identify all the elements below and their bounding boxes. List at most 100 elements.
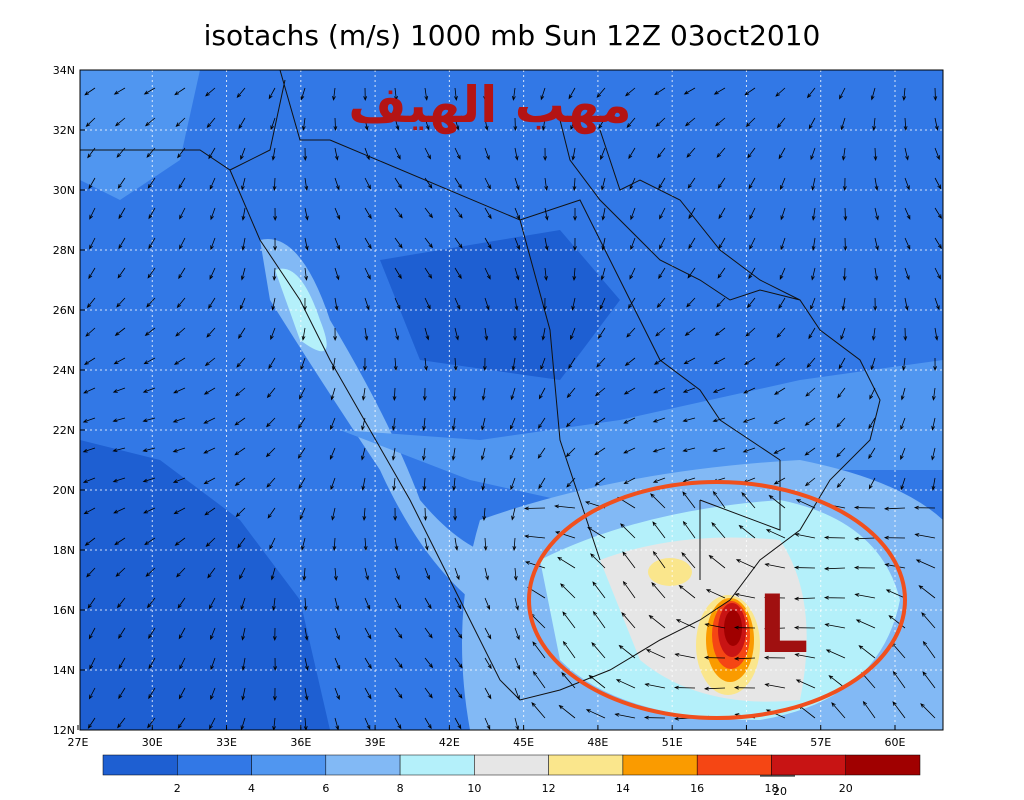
- wind-arrow: [172, 477, 186, 483]
- wind-arrow: [773, 417, 786, 424]
- wind-arrow: [514, 297, 519, 311]
- wind-arrow: [598, 117, 606, 130]
- wind-arrow: [394, 537, 399, 551]
- wind-arrow: [682, 387, 696, 393]
- wind-arrow: [742, 417, 756, 423]
- wind-arrow: [764, 683, 786, 689]
- wind-arrow: [112, 417, 126, 423]
- wind-arrow: [82, 447, 96, 453]
- colorbar-swatch: [325, 754, 401, 776]
- wind-arrow: [268, 357, 276, 370]
- wind-arrow: [573, 237, 577, 252]
- wind-arrow: [391, 417, 396, 431]
- wind-arrow: [424, 237, 433, 249]
- wind-arrow: [592, 610, 606, 629]
- wind-arrow: [424, 657, 434, 669]
- wind-arrow: [454, 597, 462, 610]
- wind-arrow: [711, 522, 726, 539]
- map-frame: [79, 69, 944, 731]
- wind-arrow: [703, 686, 726, 691]
- wind-arrow: [203, 387, 216, 395]
- wind-arrow: [597, 327, 606, 339]
- wind-arrow: [364, 117, 369, 131]
- wind-arrow: [363, 87, 368, 102]
- wind-arrow: [272, 177, 277, 192]
- wind-arrow: [541, 117, 546, 131]
- wind-arrow: [883, 535, 906, 540]
- wind-arrow: [840, 117, 846, 131]
- wind-arrow: [514, 237, 520, 251]
- wind-arrow: [142, 447, 156, 452]
- wind-arrow: [716, 297, 726, 308]
- wind-arrow: [840, 327, 846, 341]
- wind-arrow: [615, 679, 636, 689]
- wind-arrow: [842, 267, 847, 282]
- y-tick-label: 12N: [53, 724, 75, 737]
- wind-arrow: [300, 357, 306, 371]
- colorbar-swatch: [771, 754, 846, 776]
- wind-arrow: [824, 623, 846, 629]
- wind-arrow: [394, 237, 403, 249]
- wind-arrow: [514, 267, 520, 281]
- wind-arrow: [793, 565, 816, 570]
- colorbar-label: 20: [839, 782, 853, 795]
- wind-arrow: [118, 627, 126, 640]
- wind-arrow: [482, 357, 487, 372]
- wind-arrow: [650, 493, 666, 509]
- wind-arrow: [116, 597, 126, 609]
- wind-arrow: [454, 117, 460, 131]
- wind-arrow: [89, 657, 96, 670]
- wind-arrow: [922, 640, 936, 659]
- wind-arrow: [484, 597, 491, 611]
- wind-arrow: [934, 147, 940, 161]
- wind-arrow: [614, 712, 636, 719]
- wind-arrow: [210, 207, 216, 221]
- wind-arrow: [267, 507, 276, 519]
- wind-arrow: [364, 717, 371, 730]
- wind-arrow: [836, 417, 846, 428]
- wind-arrow: [869, 387, 876, 400]
- wind-arrow: [115, 117, 126, 127]
- wind-arrow: [266, 387, 276, 399]
- wind-arrow: [566, 387, 576, 399]
- wind-arrow: [601, 177, 606, 191]
- wind-arrow: [808, 117, 816, 130]
- wind-arrow: [424, 537, 429, 551]
- wind-arrow: [596, 87, 606, 98]
- wind-arrow: [934, 117, 939, 131]
- wind-arrow: [683, 87, 696, 95]
- wind-arrow: [240, 267, 246, 281]
- y-tick-label: 30N: [53, 184, 75, 197]
- wind-arrow: [334, 627, 340, 641]
- y-tick-label: 22N: [53, 424, 75, 437]
- wind-arrow: [424, 687, 433, 699]
- wind-arrow: [364, 627, 372, 640]
- wind-arrow: [537, 417, 546, 429]
- wind-arrow: [454, 657, 463, 669]
- wind-arrow: [823, 566, 846, 571]
- wind-arrow: [484, 177, 491, 190]
- wind-arrow: [299, 387, 306, 400]
- wind-arrow: [934, 207, 942, 220]
- wind-arrow: [572, 267, 577, 281]
- wind-arrow: [531, 702, 546, 719]
- wind-arrow: [904, 207, 911, 220]
- wind-arrow: [904, 297, 909, 311]
- y-tick-label: 16N: [53, 604, 75, 617]
- wind-arrow: [300, 87, 306, 101]
- wind-arrow: [658, 177, 666, 190]
- wind-arrow: [775, 357, 786, 367]
- wind-arrow: [708, 554, 726, 569]
- wind-arrow: [148, 627, 156, 640]
- wind-arrow: [645, 649, 666, 659]
- wind-arrow: [903, 327, 908, 342]
- wind-arrow: [394, 117, 400, 131]
- wind-arrow: [683, 357, 696, 365]
- colorbar-swatch: [696, 754, 772, 776]
- wind-arrow: [704, 622, 726, 629]
- wind-arrow: [514, 597, 519, 611]
- wind-arrow: [144, 537, 156, 546]
- x-tick-label: 54E: [736, 736, 757, 749]
- wind-arrow: [874, 237, 879, 251]
- wind-arrow: [511, 507, 516, 521]
